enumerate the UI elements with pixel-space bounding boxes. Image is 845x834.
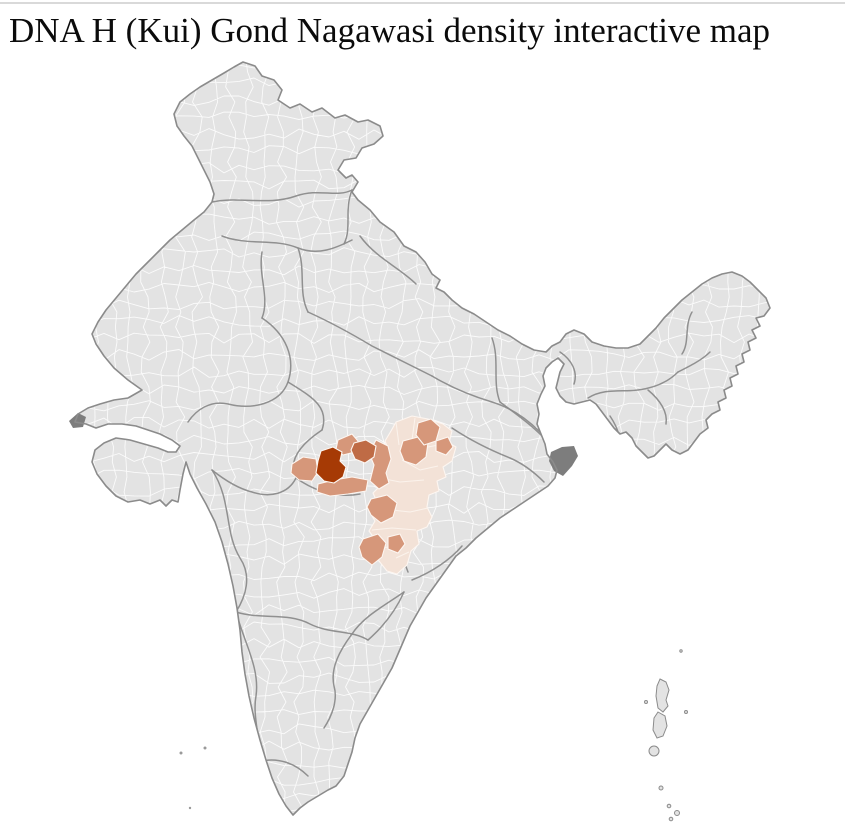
top-divider xyxy=(0,2,845,4)
density-cluster xyxy=(290,415,457,575)
density-region-belt-left[interactable] xyxy=(290,456,319,482)
density-region-core-district[interactable] xyxy=(315,446,347,484)
density-region-adjacent-district[interactable] xyxy=(350,439,377,464)
state-borders xyxy=(187,189,711,777)
density-region-mid-cg[interactable] xyxy=(366,494,398,524)
density-region-south-cg-1[interactable] xyxy=(358,533,387,566)
kutch-creek-patch xyxy=(69,413,86,428)
page-title: DNA H (Kui) Gond Nagawasi density intera… xyxy=(9,11,771,50)
density-region-south-cg-2[interactable] xyxy=(387,533,406,554)
andaman-nicobar-islands xyxy=(644,649,688,822)
lakshadweep-islands xyxy=(179,746,207,810)
density-region-north-cg-3[interactable] xyxy=(435,436,454,456)
